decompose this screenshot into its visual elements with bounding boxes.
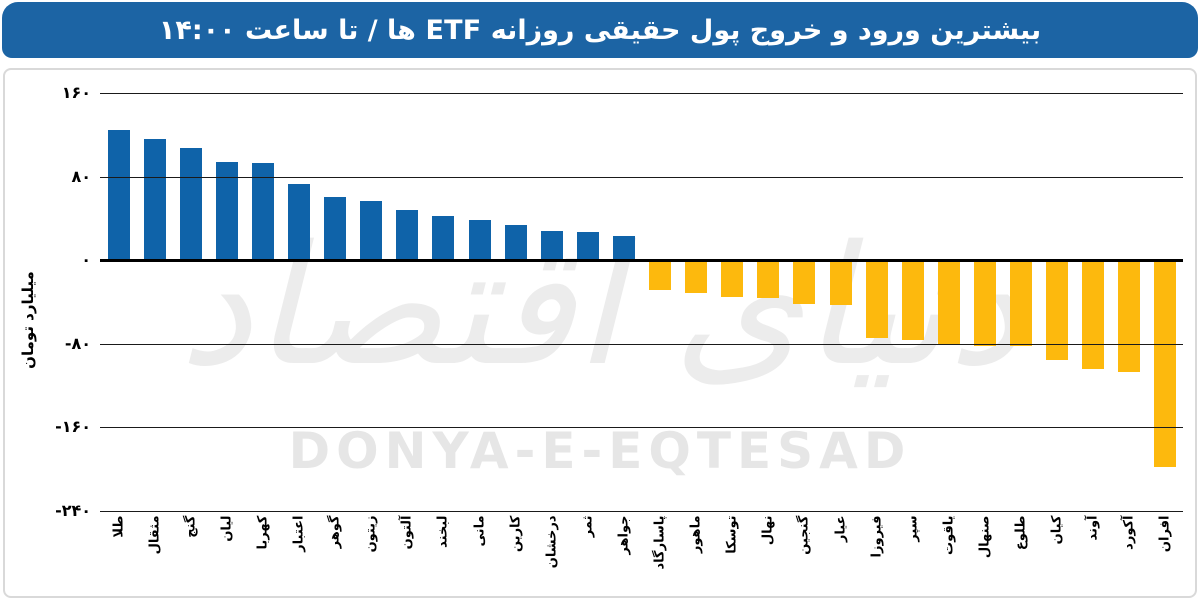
x-tick-label: سپر: [905, 515, 921, 542]
bar: [1082, 260, 1105, 369]
x-tick-label: عیار: [833, 515, 848, 543]
x-tick-label: زیتون: [363, 515, 379, 553]
bar: [396, 209, 419, 260]
x-tick-label: طلا: [111, 515, 126, 538]
bar: [612, 235, 635, 260]
bar: [793, 260, 816, 304]
bar: [685, 260, 708, 294]
gridline: [100, 427, 1183, 428]
gridline: [100, 343, 1183, 345]
gridline: [100, 93, 1183, 94]
bar: [215, 161, 238, 260]
bar: [1154, 260, 1177, 467]
plot-area: ۱۶۰ ۸۰ ۰ -۸۰ -۱۶۰ -۲۴۰ طلا مثقال گنج لیان کهربا اعت…: [5, 70, 1195, 596]
bar: [288, 183, 310, 260]
bar: [1118, 260, 1141, 372]
bar: [324, 197, 347, 260]
x-tick-label: مانی: [472, 515, 487, 547]
x-tick-label: طلوع: [1013, 515, 1029, 551]
bar: [721, 260, 744, 297]
bar: [504, 224, 527, 260]
x-tick-label: نهال: [760, 515, 776, 546]
x-tick-label: صنهال: [977, 515, 993, 559]
x-tick-label: پاسارگاد: [652, 515, 668, 570]
x-tick-label: مثقال: [147, 515, 163, 555]
bar: [865, 260, 888, 339]
bar: [649, 260, 671, 291]
bar: [107, 129, 130, 260]
y-tick-label: ۸۰: [71, 166, 91, 186]
x-tick-label: فیروزا: [869, 515, 885, 558]
x-tick-label: ثمر: [580, 515, 596, 538]
bar: [937, 260, 960, 345]
x-tick-label: جواهر: [616, 515, 632, 555]
zero-axis-line: [100, 258, 1183, 262]
y-axis-title: میلیارد تومان: [19, 271, 37, 369]
gridline: [100, 176, 1183, 178]
y-tick-label: -۸۰: [64, 333, 91, 353]
bar: [432, 216, 455, 260]
bar: [829, 260, 852, 305]
x-tick-label: گوهر: [327, 515, 343, 549]
x-tick-label: لبخند: [435, 515, 451, 548]
x-tick-label: یاقوت: [941, 515, 957, 556]
x-tick-label: توسکا: [724, 515, 740, 554]
x-tick-label: کارین: [508, 515, 524, 553]
y-tick-label: ۰: [81, 250, 91, 269]
chart-title-bar: بیشترین ورود و خروج پول حقیقی روزانه ETF…: [2, 2, 1198, 58]
bar: [179, 148, 202, 260]
x-tick-label: آوند: [1085, 515, 1101, 541]
x-tick-label: کیان: [1049, 515, 1065, 545]
bar: [757, 260, 780, 298]
x-tick-label: گنج: [183, 515, 199, 538]
chart-card: دنیای اقتصاد DONYA-E-EQTESAD میلیارد توم…: [3, 68, 1197, 598]
bar: [143, 138, 166, 260]
x-tick-label: کهربا: [255, 515, 271, 550]
x-tick-label: لیان: [219, 515, 235, 542]
bar: [576, 231, 599, 260]
bar: [973, 260, 996, 346]
x-tick-label: آکورد: [1121, 515, 1137, 550]
bar: [1046, 260, 1069, 361]
x-tick-label: افران: [1157, 515, 1173, 553]
x-tick-label: اعتبار: [291, 515, 307, 552]
x-tick-label: گنجین: [796, 515, 812, 555]
bar: [901, 260, 924, 341]
x-tick-label: ماهور: [688, 515, 704, 554]
chart-title: بیشترین ورود و خروج پول حقیقی روزانه ETF…: [158, 14, 1042, 46]
y-tick-label: -۱۶۰: [55, 417, 91, 436]
gridline: [100, 510, 1183, 512]
bar: [468, 220, 491, 260]
bar: [540, 230, 563, 260]
y-tick-label: -۲۴۰: [55, 500, 91, 520]
bar: [1010, 260, 1032, 346]
y-tick-label: ۱۶۰: [61, 83, 91, 102]
watermark-latin: DONYA-E-EQTESAD: [288, 422, 912, 480]
x-tick-label: آلتون: [399, 515, 415, 550]
bar: [360, 200, 383, 260]
x-tick-label: درخشان: [544, 515, 560, 569]
bar: [251, 162, 274, 260]
